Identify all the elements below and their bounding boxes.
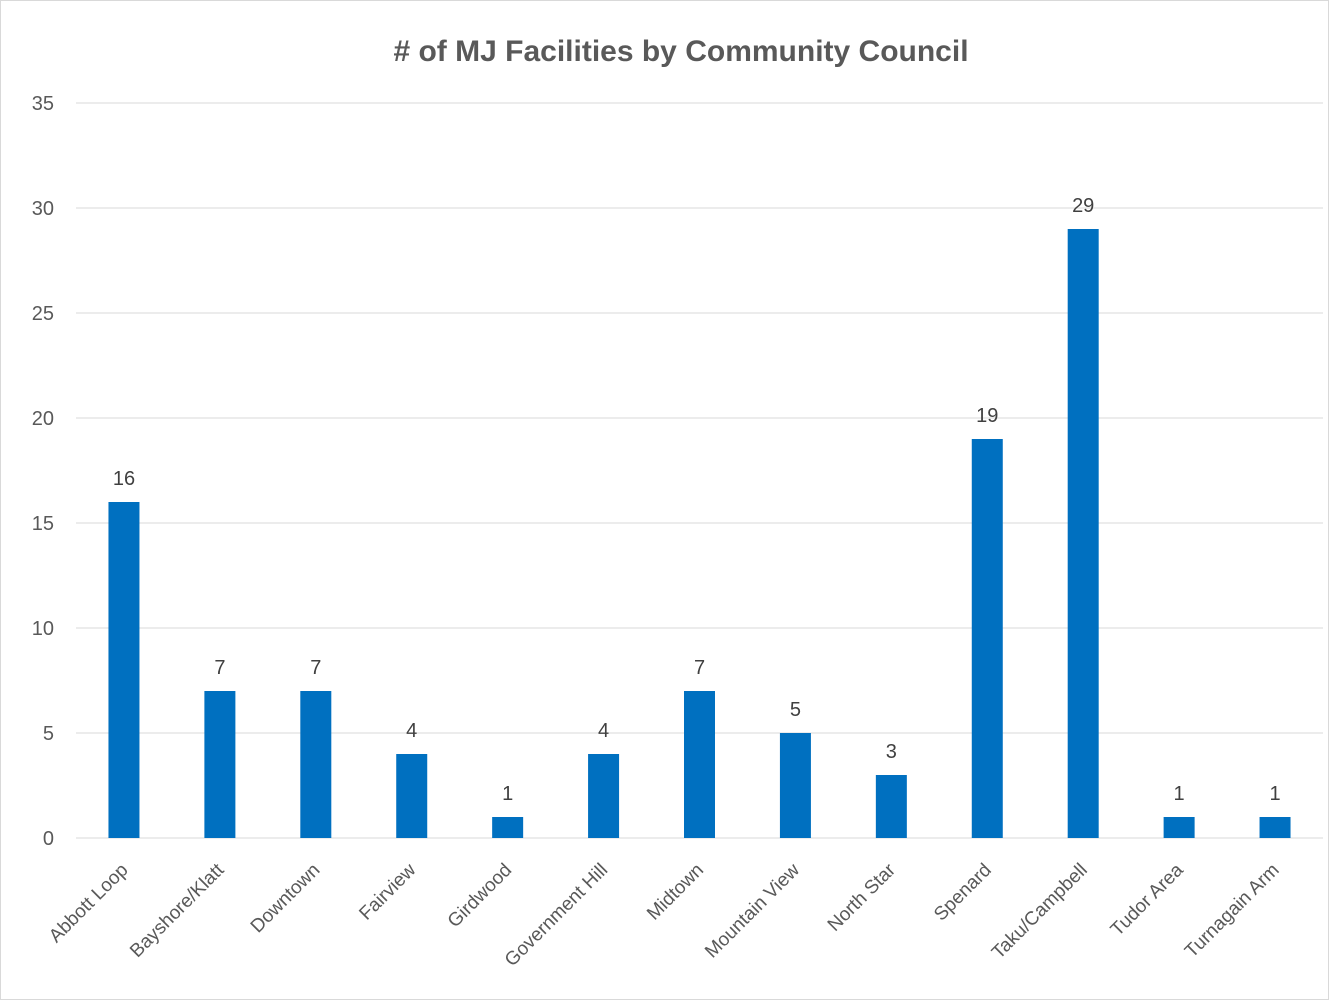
y-tick-label: 0 (43, 828, 54, 850)
bar (875, 775, 907, 838)
data-labels: 16 7 7 4 1 4 7 5 3 19 29 1 1 (113, 195, 1281, 805)
category-label: Mountain View (701, 859, 804, 962)
data-label: 19 (976, 405, 998, 427)
data-label: 1 (502, 783, 513, 805)
bar (492, 817, 524, 838)
category-label: Downtown (247, 860, 325, 938)
bar (779, 733, 811, 838)
data-label: 1 (1174, 783, 1185, 805)
category-label: Turnagain Arm (1181, 860, 1283, 962)
data-label: 16 (113, 468, 135, 490)
chart-title: # of MJ Facilities by Community Council (393, 35, 968, 68)
bar (108, 502, 140, 838)
y-tick-label: 15 (32, 513, 54, 535)
y-tick-label: 20 (32, 408, 54, 430)
y-tick-label: 30 (32, 198, 54, 220)
category-label: Tudor Area (1107, 859, 1188, 940)
bar (1163, 817, 1195, 838)
data-label: 4 (406, 720, 417, 742)
data-label: 7 (694, 657, 705, 679)
data-label: 5 (790, 699, 801, 721)
bar (684, 691, 715, 838)
y-tick-label: 5 (43, 723, 54, 745)
category-label: Taku/Campbell (988, 860, 1092, 964)
y-axis-tick-labels: 0 5 10 15 20 25 30 35 (32, 93, 54, 850)
bar (300, 691, 332, 838)
data-label: 4 (598, 720, 609, 742)
category-label: Midtown (643, 860, 708, 925)
data-label: 7 (310, 657, 321, 679)
gridlines (76, 102, 1323, 839)
category-label: Fairview (355, 859, 420, 924)
data-label: 29 (1072, 195, 1094, 217)
bar (204, 691, 236, 838)
bar (396, 754, 428, 838)
data-label: 7 (214, 657, 225, 679)
bars (108, 229, 1291, 838)
y-tick-label: 10 (32, 618, 54, 640)
category-label: Spenard (930, 860, 996, 926)
category-label: Abbott Loop (45, 860, 132, 947)
y-tick-label: 35 (32, 93, 54, 115)
y-tick-label: 25 (32, 303, 54, 325)
data-label: 3 (886, 741, 897, 763)
bar (588, 754, 620, 838)
bar (1259, 817, 1291, 838)
category-label: Bayshore/Klatt (126, 859, 229, 962)
data-label: 1 (1269, 783, 1280, 805)
category-label: North Star (824, 859, 901, 936)
category-label: Girdwood (444, 860, 516, 932)
bar (971, 439, 1003, 838)
bar (1067, 229, 1099, 838)
category-label: Government Hill (501, 860, 612, 971)
